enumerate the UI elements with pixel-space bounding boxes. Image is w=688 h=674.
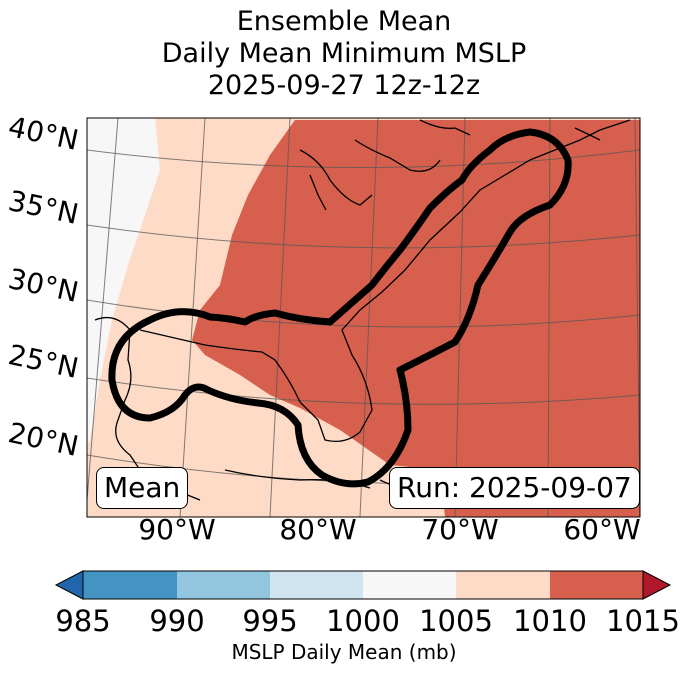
colorbar-bin-1005 bbox=[456, 571, 550, 599]
colorbar-tick-1005: 1005 bbox=[419, 604, 493, 638]
lon-label-70: 70°W bbox=[421, 513, 499, 546]
lon-label-60: 60°W bbox=[563, 513, 641, 546]
title-line-3: 2025-09-27 12z-12z bbox=[207, 70, 481, 101]
mean-label-box: Mean bbox=[96, 467, 189, 509]
colorbar-extend-low bbox=[54, 570, 84, 600]
field-1010-1015 bbox=[192, 120, 640, 517]
colorbar-label: MSLP Daily Mean (mb) bbox=[231, 640, 457, 664]
map-frame bbox=[86, 117, 641, 518]
colorbar-bin-985 bbox=[83, 571, 177, 599]
field-1000-1005 bbox=[87, 118, 160, 445]
title-line-1: Ensemble Mean bbox=[236, 6, 452, 37]
colorbar-bin-990 bbox=[177, 571, 270, 599]
colorbar-tick-1000: 1000 bbox=[326, 604, 400, 638]
run-date-box: Run: 2025-09-07 bbox=[389, 467, 640, 509]
colorbar-tick-990: 990 bbox=[149, 604, 205, 638]
map-panel bbox=[87, 118, 640, 517]
colorbar-tick-995: 995 bbox=[242, 604, 298, 638]
colorbar-bin-1000 bbox=[363, 571, 456, 599]
title-line-2: Daily Mean Minimum MSLP bbox=[161, 38, 527, 69]
colorbar-bin-1010 bbox=[550, 571, 643, 599]
colorbar-extend-high bbox=[642, 570, 672, 600]
colorbar bbox=[54, 570, 672, 600]
lon-label-80: 80°W bbox=[279, 513, 357, 546]
colorbar-tick-985: 985 bbox=[55, 604, 111, 638]
colorbar-tick-1010: 1010 bbox=[513, 604, 587, 638]
mean-contour bbox=[108, 128, 572, 488]
colorbar-tick-1015: 1015 bbox=[606, 604, 680, 638]
colorbar-bin-995 bbox=[270, 571, 363, 599]
lon-label-90: 90°W bbox=[138, 513, 216, 546]
